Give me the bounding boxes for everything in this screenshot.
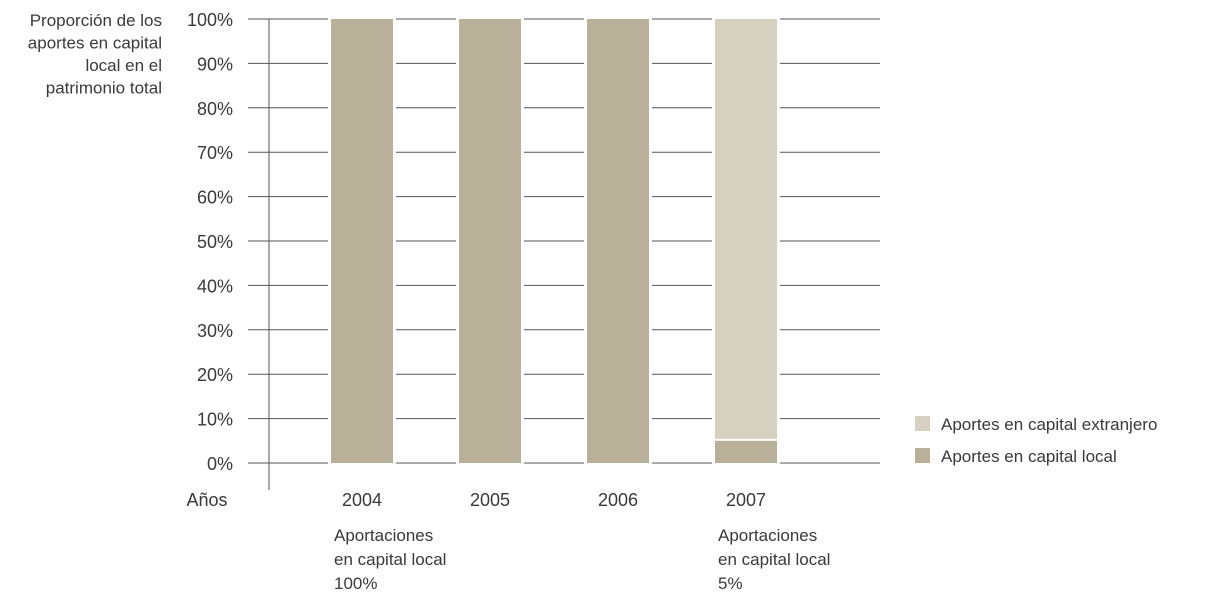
x-axis-label: Años	[186, 490, 227, 510]
y-tick-label: 20%	[197, 365, 233, 385]
y-tick-label: 70%	[197, 143, 233, 163]
bar-2006-local	[587, 19, 649, 463]
y-axis-label: local en el	[85, 56, 162, 75]
legend-swatch-extranjero	[915, 416, 930, 431]
y-axis-label: aportes en capital	[28, 34, 162, 53]
x-tick-label-2005: 2005	[470, 490, 510, 510]
legend-label-local: Aportes en capital local	[941, 447, 1117, 466]
annotation-2004: Aportaciones	[334, 526, 433, 545]
y-tick-label: 100%	[187, 10, 233, 30]
x-tick-label-2007: 2007	[726, 490, 766, 510]
x-tick-label-2004: 2004	[342, 490, 382, 510]
bar-2007-local	[715, 440, 777, 463]
y-tick-label: 10%	[197, 410, 233, 430]
y-tick-label: 80%	[197, 99, 233, 119]
legend-label-extranjero: Aportes en capital extranjero	[941, 415, 1157, 434]
annotation-2004: 100%	[334, 574, 377, 593]
y-tick-label: 0%	[207, 454, 233, 474]
y-tick-label: 50%	[197, 232, 233, 252]
bar-2007-extranjero	[715, 19, 777, 439]
bar-2004-local	[331, 19, 393, 463]
annotation-2007: en capital local	[718, 550, 830, 569]
annotation-2004: en capital local	[334, 550, 446, 569]
y-tick-label: 60%	[197, 188, 233, 208]
annotation-2007: Aportaciones	[718, 526, 817, 545]
y-axis-label: patrimonio total	[46, 79, 162, 98]
legend-swatch-local	[915, 448, 930, 463]
annotation-2007: 5%	[718, 574, 743, 593]
y-tick-label: 40%	[197, 276, 233, 296]
x-tick-label-2006: 2006	[598, 490, 638, 510]
y-axis-label: Proporción de los	[30, 11, 162, 30]
y-tick-label: 90%	[197, 54, 233, 74]
y-tick-label: 30%	[197, 321, 233, 341]
bar-2005-local	[459, 19, 521, 463]
